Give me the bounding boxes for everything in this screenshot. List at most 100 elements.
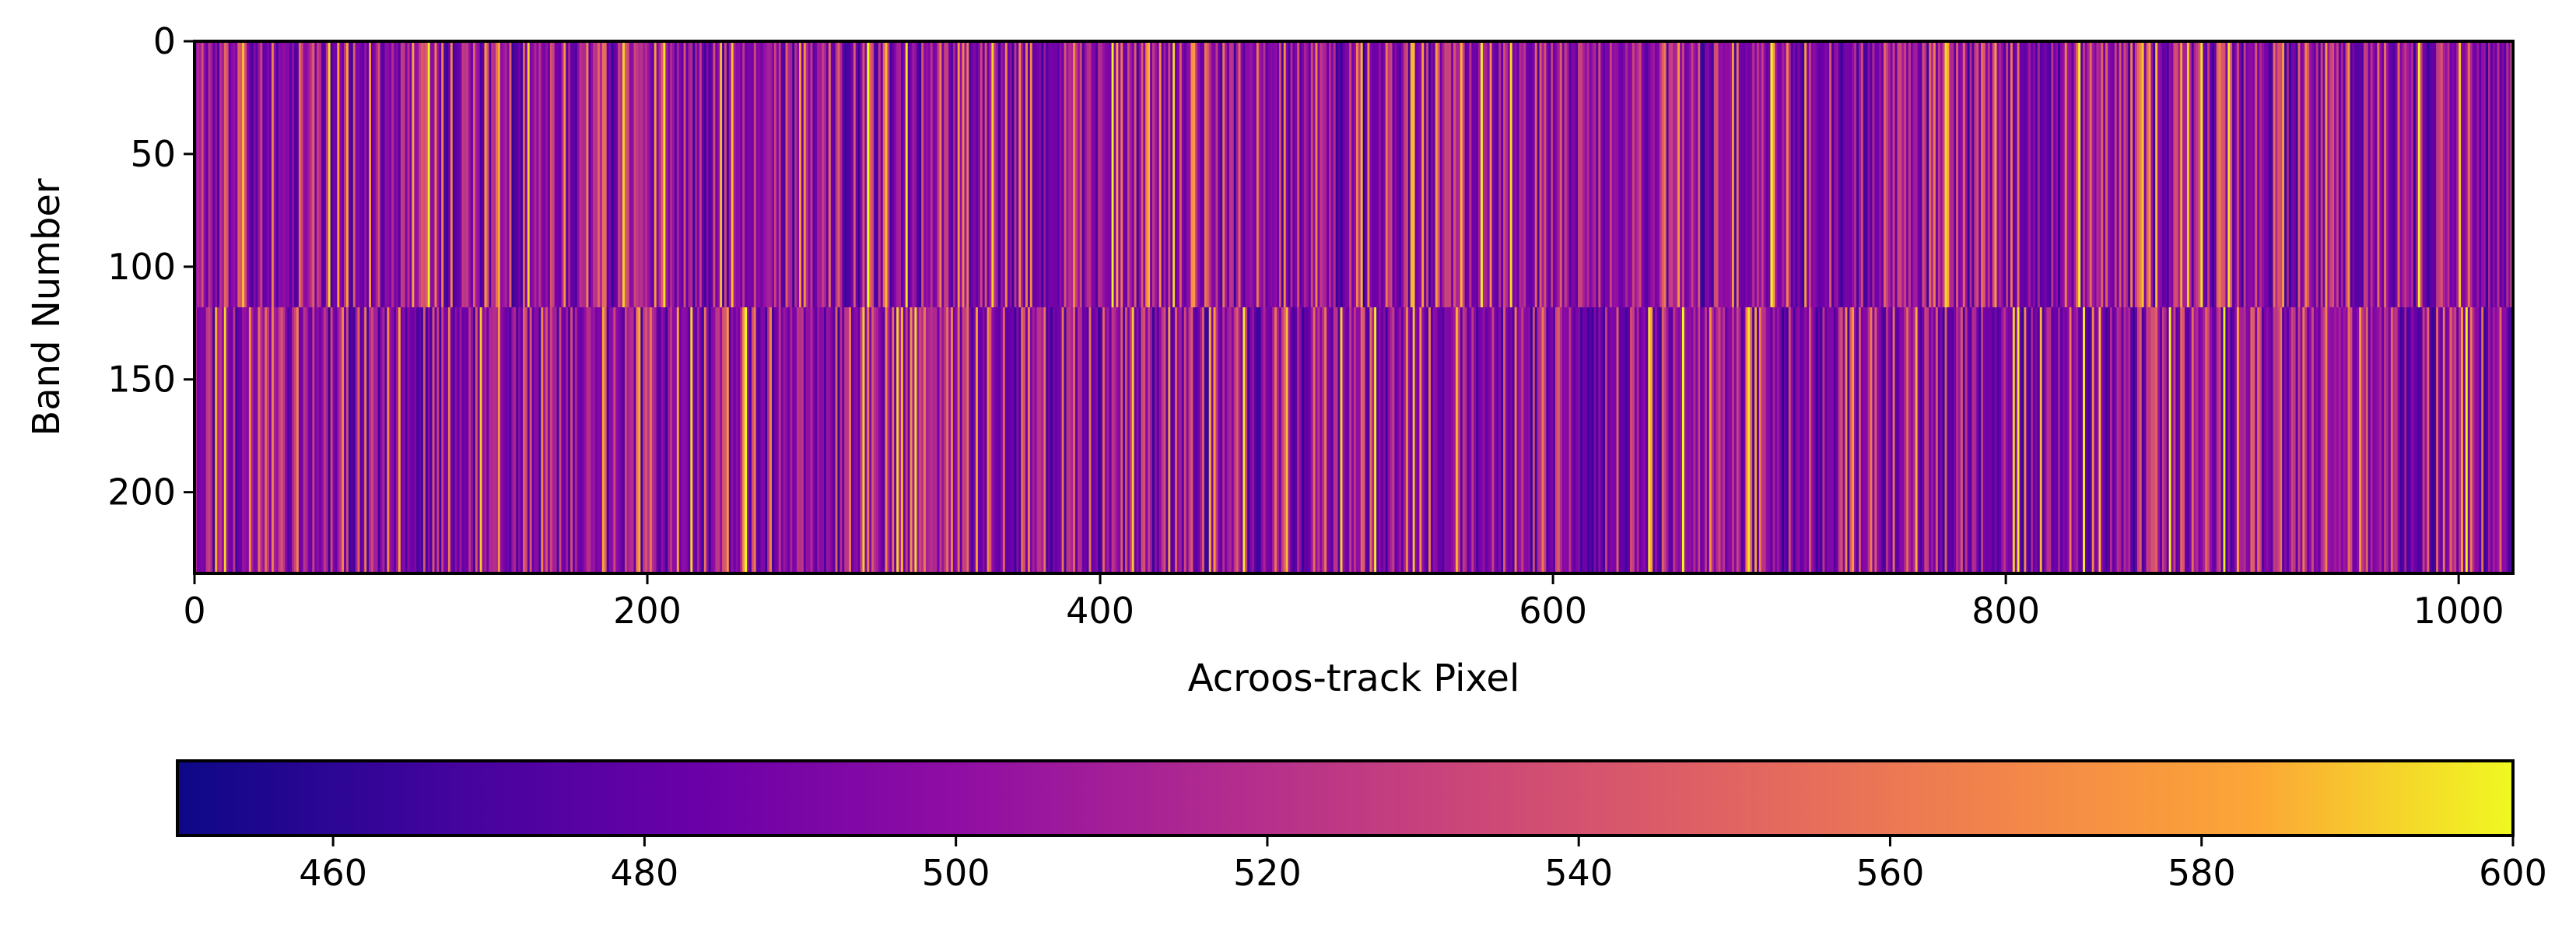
heatmap-cell: [2128, 307, 2131, 573]
heatmap-cell: [335, 41, 338, 307]
heatmap-cell: [1183, 41, 1187, 307]
heatmap-cell: [1962, 41, 1966, 307]
heatmap-cell: [1211, 41, 1214, 307]
heatmap-cell: [2404, 41, 2407, 307]
heatmap-cell: [1638, 41, 1642, 307]
heatmap-cell: [1367, 41, 1370, 307]
heatmap-cell: [2252, 307, 2255, 573]
heatmap-cell: [1847, 307, 1850, 573]
heatmap-cell: [1023, 307, 1026, 573]
heatmap-cell: [459, 41, 462, 307]
heatmap-cell: [2462, 307, 2466, 573]
heatmap-cell: [1204, 307, 1207, 573]
heatmap-cell: [405, 41, 408, 307]
heatmap-cell: [2313, 41, 2317, 307]
heatmap-cell: [618, 307, 621, 573]
heatmap-cell: [1951, 307, 1954, 573]
heatmap-cell: [1877, 307, 1880, 573]
heatmap-cell: [1675, 307, 1678, 573]
heatmap-cell: [1598, 307, 1601, 573]
heatmap-cell: [703, 307, 707, 573]
heatmap-cell: [1956, 307, 1959, 573]
heatmap-cell: [2008, 41, 2011, 307]
heatmap-cell: [486, 41, 489, 307]
heatmap-cell: [357, 41, 361, 307]
heatmap-cell: [1519, 41, 1522, 307]
heatmap-cell: [522, 41, 526, 307]
heatmap-cell: [1066, 41, 1069, 307]
heatmap-cell: [914, 307, 917, 573]
heatmap-cell: [1073, 41, 1076, 307]
heatmap-cell: [323, 41, 327, 307]
heatmap-cell: [2021, 307, 2025, 573]
heatmap-cell: [1684, 307, 1688, 573]
heatmap-cell: [2080, 307, 2084, 573]
heatmap-cell: [1333, 307, 1337, 573]
heatmap-cell: [2372, 307, 2376, 573]
heatmap-cell: [1123, 307, 1126, 573]
heatmap-cell: [1981, 41, 1984, 307]
heatmap-cell: [2290, 41, 2294, 307]
heatmap-cell: [1227, 41, 1230, 307]
heatmap-cell: [1193, 41, 1196, 307]
heatmap-cell: [1362, 307, 1366, 573]
heatmap-cell: [497, 307, 501, 573]
heatmap-cell: [516, 307, 519, 573]
heatmap-cell: [1797, 307, 1800, 573]
heatmap-cell: [1949, 41, 1952, 307]
heatmap-cell: [2238, 307, 2242, 573]
heatmap-cell: [2442, 41, 2446, 307]
heatmap-cell: [1645, 41, 1649, 307]
heatmap-cell: [1453, 307, 1456, 573]
heatmap-cell: [2275, 41, 2278, 307]
heatmap-cell: [626, 41, 630, 307]
heatmap-cell: [959, 307, 963, 573]
heatmap-cell: [731, 307, 734, 573]
heatmap-cell: [1059, 41, 1063, 307]
heatmap-cell: [269, 41, 272, 307]
heatmap-cell: [2479, 307, 2482, 573]
heatmap-cell: [2157, 307, 2161, 573]
heatmap-cell: [2220, 41, 2224, 307]
heatmap-cell: [275, 307, 279, 573]
heatmap-cell: [2044, 307, 2048, 573]
heatmap-cell: [198, 41, 202, 307]
heatmap-cell: [1235, 41, 1239, 307]
heatmap-cell: [615, 307, 619, 573]
heatmap-cell: [1247, 41, 1250, 307]
heatmap-cell: [1603, 307, 1606, 573]
heatmap-cell: [2487, 307, 2491, 573]
heatmap-cell: [731, 41, 734, 307]
heatmap-cell: [1011, 41, 1015, 307]
heatmap-cell: [2250, 41, 2253, 307]
heatmap-cell: [649, 307, 653, 573]
heatmap-cell: [1835, 41, 1839, 307]
heatmap-cell: [362, 307, 365, 573]
heatmap-cell: [1405, 41, 1409, 307]
heatmap-cell: [2035, 307, 2038, 573]
heatmap-cell: [1983, 307, 1986, 573]
heatmap-cell: [1603, 41, 1606, 307]
heatmap-cell: [1926, 307, 1929, 573]
heatmap-cell: [797, 41, 800, 307]
heatmap-cell: [853, 41, 857, 307]
heatmap-cell: [434, 307, 437, 573]
heatmap-cell: [328, 41, 331, 307]
heatmap-cell: [2196, 41, 2199, 307]
heatmap-cell: [1365, 307, 1369, 573]
heatmap-cell: [2494, 307, 2498, 573]
heatmap-cell: [228, 41, 232, 307]
heatmap-cell: [1102, 307, 1106, 573]
heatmap-cell: [196, 41, 200, 307]
heatmap-cell: [1874, 307, 1877, 573]
heatmap-cell: [1872, 307, 1875, 573]
heatmap-cell: [1578, 307, 1581, 573]
heatmap-cell: [2116, 41, 2120, 307]
heatmap-cell: [2506, 307, 2509, 573]
heatmap-cell: [1392, 41, 1395, 307]
heatmap-cells: [195, 41, 2514, 573]
heatmap-cell: [1095, 41, 1099, 307]
heatmap-cell: [2123, 307, 2126, 573]
heatmap-cell: [2454, 41, 2457, 307]
